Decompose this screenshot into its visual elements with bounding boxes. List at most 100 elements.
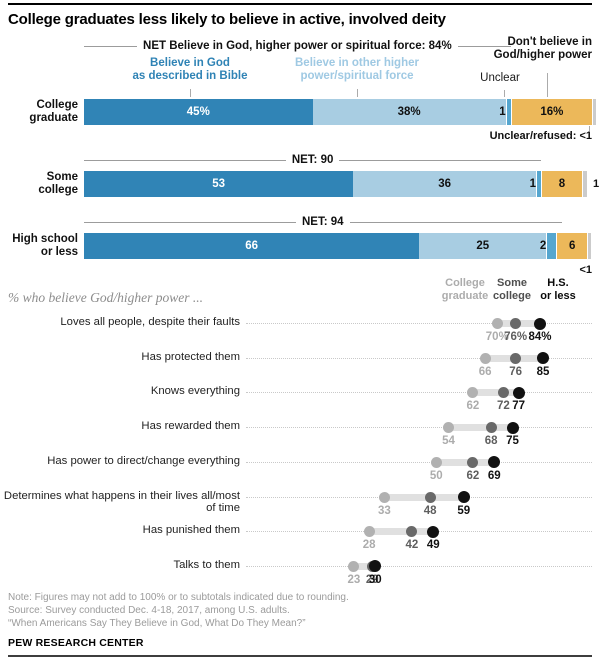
dot-value-label: 54 [442,435,455,448]
dot-college-graduate [479,352,491,364]
dot-some-college [510,352,522,364]
dot-plot-header-line: College [445,277,485,289]
legend-dont-believe: Don't believe in God/higher power [494,36,592,62]
net-rule-right [457,45,511,47]
legend-tick-other [357,89,358,97]
dot-row-band [351,562,378,570]
net-label: NET Believe in God, higher power or spir… [143,40,452,52]
net-rule-left [84,159,286,161]
category-label-line: Some [46,171,78,183]
dot-row-label: Has punished them [142,524,240,537]
segment-unclear: 1 [530,171,542,197]
dot-h-s-or-less [457,491,470,503]
legend-tick-unclear [504,90,505,97]
dot-college-graduate [363,526,375,538]
dot-row-leader [246,392,592,394]
dot-row-leader [246,461,592,463]
dot-h-s-or-less [537,352,550,365]
top-rule [8,3,592,5]
segment-refused [591,99,596,125]
dot-value-label: 84% [528,331,552,343]
legend-dont-line2: God/higher power [493,49,592,61]
segment-value-label: 2 [539,240,547,252]
segment-bible: 45% [84,99,313,125]
dot-h-s-or-less [427,525,440,538]
bar-annotation-1: 1 [593,178,600,190]
dot-value-label: 68 [484,435,498,448]
dot-value-label: 49 [426,539,440,552]
pew-research-center-brand: PEW RESEARCH CENTER [8,637,144,649]
dot-value-label: 33 [378,504,391,517]
dot-value-label: 59 [457,504,471,517]
dot-college-graduate [348,560,360,572]
stacked-bar-2: 66 25 2 6 [84,233,591,259]
dot-plot-header-line: H.S. [547,277,569,289]
dot-some-college [406,526,418,538]
segment-value-label: 16% [540,106,564,118]
category-label-line: or less [40,246,78,258]
dot-some-college [424,491,436,503]
dot-value-label: 42 [405,539,419,552]
dot-row-leader [246,357,592,359]
dot-value-label: 30 [368,573,382,586]
dot-plot-header-line: college [493,289,531,302]
net-rule-right [349,221,562,223]
dot-value-label: 75 [506,435,519,448]
legend-unclear: Unclear [480,72,520,84]
dot-row-band [434,458,497,466]
category-label-line: College [36,99,78,111]
segment-value-label: 53 [212,178,225,190]
segment-value-label: 25 [476,240,490,252]
dot-college-graduate [430,456,442,468]
legend-bible-line2: as described in Bible [132,70,248,82]
dot-value-label: 70% [485,331,509,343]
dot-value-label: 28 [362,539,376,552]
dot-h-s-or-less [369,560,382,573]
dot-value-label: 29 [365,573,379,586]
legend-other-line1: Believe in other higher [295,57,419,69]
dot-row-label: Has rewarded them [141,420,240,433]
dot-row-band [446,424,515,432]
segment-bible: 66 [84,233,420,259]
annotation-tick-refused [589,126,590,131]
segment-value-label: 66 [245,240,259,252]
segment-dont: 8 [541,171,582,197]
dot-some-college [497,387,509,399]
segment-unclear: 2 [540,233,557,259]
stacked-bar-1: 53 36 1 8 [84,171,587,197]
segment-unclear: 1 [499,99,511,125]
category-label-line: college [38,184,78,196]
dot-row-band [382,493,466,501]
dot-row-label: Has protected them [141,350,240,363]
dot-row-leader [246,565,592,567]
footer-note-rounding: Note: Figures may not add to 100% or to … [8,592,349,603]
dot-plot-header-line: Some [497,277,527,289]
legend-other-line2: power/spiritual force [300,70,414,82]
dot-row-label: Knows everything [150,385,240,398]
bottom-rule [8,655,592,657]
net-rule-left [84,221,296,223]
dot-row-band [470,389,521,397]
category-label-line: High school [12,233,78,245]
footer-note-report: “When Americans Say They Believe in God,… [8,618,306,629]
segment-value-label: 38% [397,106,421,118]
dot-plot-header-0: College graduate [430,277,500,302]
dot-value-label: 72 [496,400,510,413]
dot-value-label: 50 [429,469,443,482]
dot-college-graduate [467,387,479,399]
dot-value-label: 76 [509,365,522,378]
net-line-1: NET: 90 [84,153,542,167]
legend-pointer-dont-believe [547,73,548,97]
bar-annotation-2: <1 [579,264,592,276]
category-label-0: College graduate [0,99,78,125]
net-label: NET: 94 [301,216,344,228]
legend-other-higher-power: Believe in other higher power/spiritual … [267,57,447,83]
dot-row-leader [246,427,592,429]
category-label-2: High school or less [0,233,78,259]
segment-value-label: 1 [499,106,506,118]
dot-college-graduate [378,491,390,503]
dot-row-leader [246,323,592,324]
segment-refused [581,171,587,197]
dot-college-graduate [491,318,503,329]
